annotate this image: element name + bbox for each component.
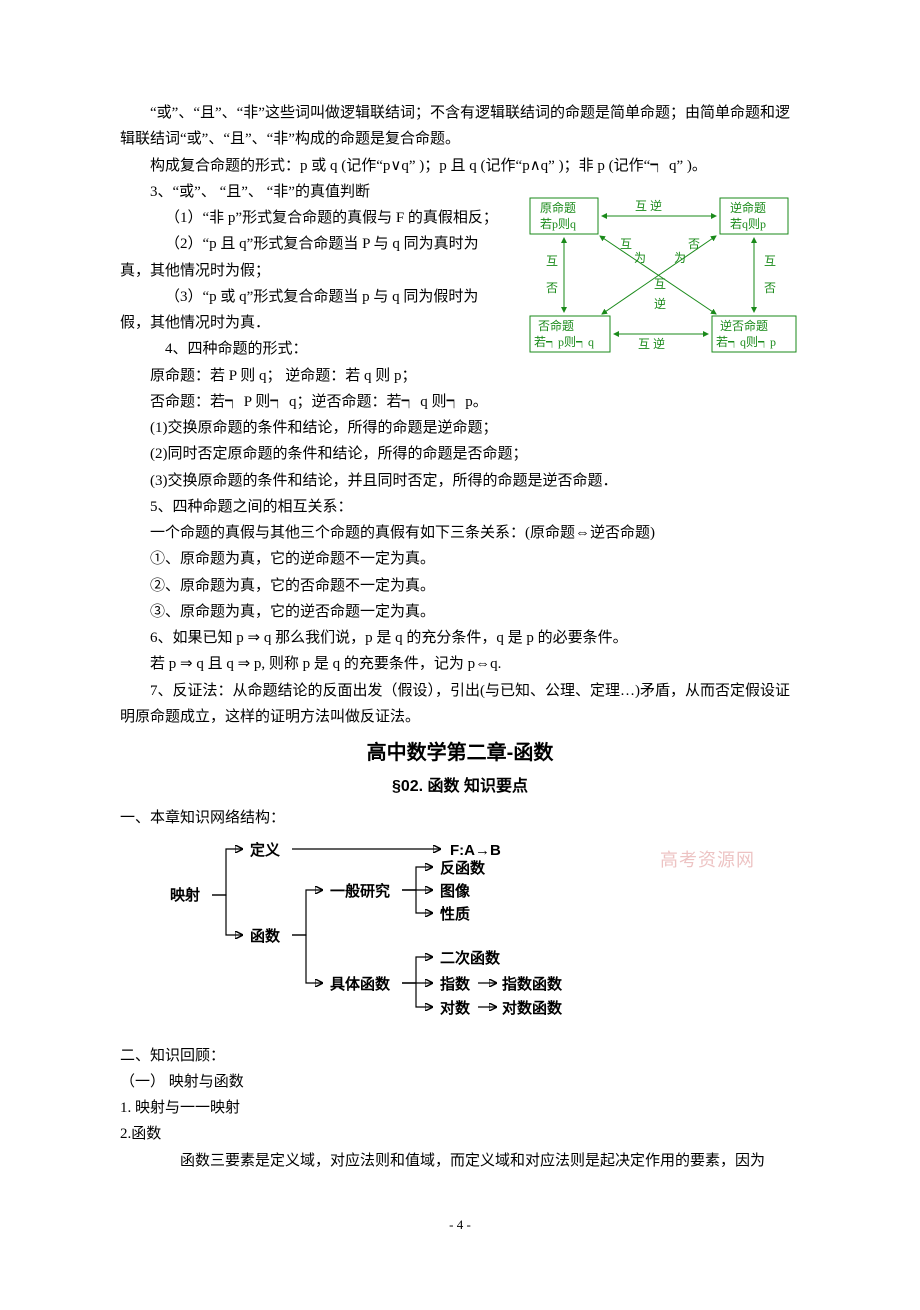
node-fab: F:A→B (450, 842, 501, 859)
diag-edge-right-1: 互 (764, 254, 776, 268)
node-def: 定义 (250, 841, 280, 859)
diag-edge-top: 互 逆 (635, 198, 662, 213)
page-root: “或”、“且”、“非”这些词叫做逻辑联结词；不含有逻辑联结词的命题是简单命题；由… (0, 0, 920, 1310)
left-narrow-column: （1）“非 p”形式复合命题的真假与 F 的真假相反； （2）“p 且 q”形式… (120, 205, 500, 336)
para-intro-1: “或”、“且”、“非”这些词叫做逻辑联结词；不含有逻辑联结词的命题是简单命题；由… (120, 100, 800, 153)
diag-edge-right-2: 否 (764, 281, 776, 295)
item-5-l4: ③、原命题为真，它的逆否命题一定为真。 (120, 599, 800, 625)
node-log: 对数 (440, 999, 471, 1015)
diag-center-bot: 逆 (654, 296, 666, 311)
item-4-l1: 原命题：若 P 则 q； 逆命题：若 q 则 p； (120, 363, 800, 389)
diag-box-br-l1: 逆否命题 (720, 318, 768, 333)
flow-diagram: 高考资源网 映射 定义 F:A→B 函数 一般研究 具体函数 (120, 835, 800, 1024)
item-5-l2: ①、原命题为真，它的逆命题不一定为真。 (120, 546, 800, 572)
item-3-3: （3）“p 或 q”形式复合命题当 p 与 q 同为假时为假，其他情况时为真． (120, 284, 500, 337)
para-intro-2: 构成复合命题的形式：p 或 q (记作“p∨q” )；p 且 q (记作“p∧q… (120, 153, 800, 179)
item-5-l3: ②、原命题为真，它的否命题不一定为真。 (120, 573, 800, 599)
chapter-title: 高中数学第二章-函数 (120, 736, 800, 771)
item-6: 6、如果已知 p ⇒ q 那么我们说，p 是 q 的充分条件，q 是 p 的必要… (120, 625, 800, 651)
item-5-l1: 一个命题的真假与其他三个命题的真假有如下三条关系：(原命题⇔逆否命题) (120, 520, 800, 546)
section-title: §02. 函数 知识要点 (120, 773, 800, 801)
diag-edge-left-1: 互 (546, 254, 558, 268)
item-3-1: （1）“非 p”形式复合命题的真假与 F 的真假相反； (120, 205, 500, 231)
node-expfn: 指数函数 (502, 975, 563, 993)
node-concrete: 具体函数 (330, 975, 391, 993)
node-logfn: 对数函数 (502, 999, 563, 1015)
node-index: 指数 (440, 975, 471, 993)
part2-s1: （一） 映射与函数 (120, 1069, 800, 1095)
item-7: 7、反证法：从命题结论的反面出发（假设），引出(与已知、公理、定理…)矛盾，从而… (120, 678, 800, 731)
part2-heading: 二、知识回顾： (120, 1043, 800, 1069)
diag-box-br-l2: 若┑q则┑p (716, 335, 776, 349)
diag-box-tr-l1: 逆命题 (730, 200, 766, 215)
node-inverse: 反函数 (440, 859, 486, 877)
node-mapping: 映射 (170, 886, 200, 904)
diag-box-tr-l2: 若q则p (730, 217, 766, 231)
part1-heading: 一、本章知识网络结构： (120, 805, 800, 831)
item-6-l2: 若 p ⇒ q 且 q ⇒ p, 则称 p 是 q 的充要条件，记为 p⇔q. (120, 651, 800, 677)
diag-d2a: 否 (688, 237, 700, 251)
diag-box-bl-l2: 若┑p则┑q (534, 335, 594, 349)
diag-edge-left-2: 否 (546, 281, 558, 295)
item-4-p1: (1)交换原命题的条件和结论，所得的命题是逆命题； (120, 415, 800, 441)
part2-s1-2: 2.函数 (120, 1121, 800, 1147)
page-number: - 4 - (120, 1214, 800, 1237)
node-property: 性质 (440, 905, 470, 923)
node-image: 图像 (440, 882, 471, 900)
propositions-diagram: 原命题 若p则q 逆命题 若q则p 否命题 若┑p则┑q 逆否命题 若┑q则┑p… (520, 190, 800, 360)
item-4-l2: 否命题：若┑ P 则┑ q；逆否命题：若┑ q 则┑ p。 (120, 389, 800, 415)
item-4-p3: (3)交换原命题的条件和结论，并且同时否定，所得的命题是逆否命题． (120, 468, 800, 494)
node-research: 一般研究 (330, 882, 390, 900)
diag-box-tl-l1: 原命题 (540, 200, 576, 215)
diag-center-top: 互 (654, 277, 666, 291)
item-4-p2: (2)同时否定原命题的条件和结论，所得的命题是否命题； (120, 441, 800, 467)
diag-d2b: 为 (674, 251, 686, 265)
item-3-2: （2）“p 且 q”形式复合命题当 P 与 q 同为真时为真，其他情况时为假； (120, 231, 500, 284)
diag-d1a: 互 (620, 237, 632, 251)
node-func: 函数 (250, 927, 281, 945)
watermark-text: 高考资源网 (660, 845, 755, 877)
diag-d1b: 为 (634, 251, 646, 265)
item-5-heading: 5、四种命题之间的相互关系： (120, 494, 800, 520)
diag-edge-bottom: 互 逆 (638, 336, 665, 351)
part2-s1-1: 1. 映射与一一映射 (120, 1095, 800, 1121)
top-text-block: “或”、“且”、“非”这些词叫做逻辑联结词；不含有逻辑联结词的命题是简单命题；由… (120, 100, 800, 336)
node-quad: 二次函数 (440, 949, 501, 967)
diag-box-bl-l1: 否命题 (538, 318, 574, 333)
diag-box-tl-l2: 若p则q (540, 217, 576, 231)
part2-s1-2-body: 函数三要素是定义域，对应法则和值域，而定义域和对应法则是起决定作用的要素，因为 (120, 1148, 800, 1174)
